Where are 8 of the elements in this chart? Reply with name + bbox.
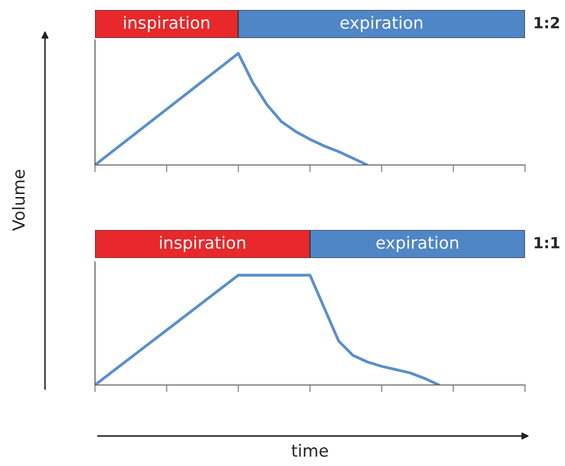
series-label: inspiration <box>124 16 210 32</box>
x-axis-title: time <box>292 444 328 457</box>
text: 1:1 <box>534 237 560 248</box>
series-label: expiration <box>376 236 458 252</box>
series-label: inspiration <box>160 236 246 252</box>
y-axis-title: Volume <box>12 170 25 231</box>
series-label: expiration <box>340 16 422 32</box>
text: 1:2 <box>534 16 560 28</box>
